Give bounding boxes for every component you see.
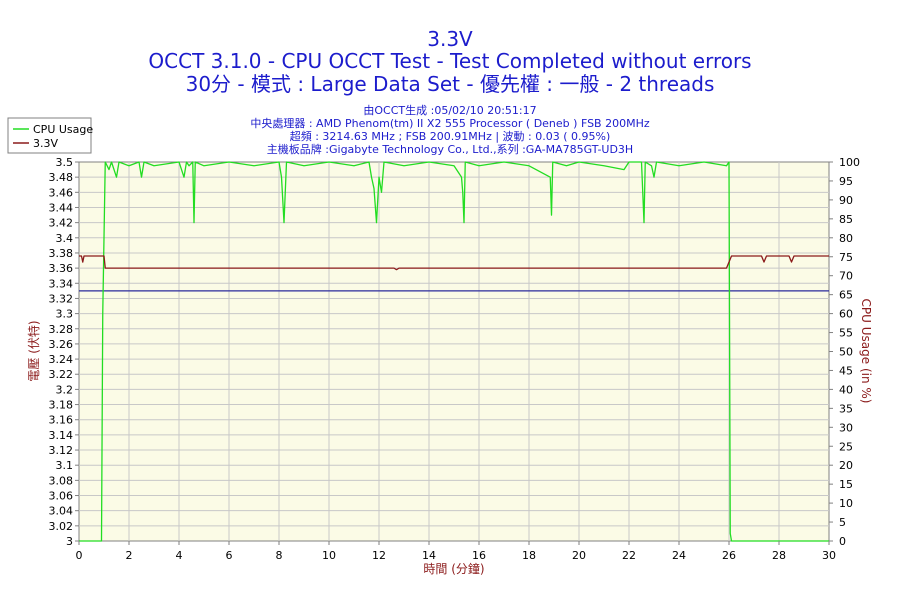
- y-axis-left-ticks: 3 3.02 3.04 3.06 3.08 3.1 3.12 3.14 3.16 3.18 3.2 3…: [49, 156, 79, 548]
- x-axis-label: 時間 (分鐘): [423, 561, 484, 576]
- x-tick-label: 8: [276, 549, 283, 562]
- y-left-tick-label: 3.02: [49, 520, 74, 533]
- series-line-3-3v: [79, 255, 829, 271]
- y-right-tick-label: 80: [839, 232, 853, 245]
- y-right-tick-label: 15: [839, 478, 853, 491]
- x-tick-label: 20: [572, 549, 586, 562]
- chart-subtitle-line-3: 超頻 : 3214.63 MHz ; FSB 200.91MHz | 波動 : …: [290, 129, 611, 143]
- y-left-tick-label: 3.28: [49, 323, 74, 336]
- y-right-tick-label: 25: [839, 440, 853, 453]
- y-right-tick-label: 95: [839, 175, 853, 188]
- y-left-tick-label: 3.1: [56, 459, 74, 472]
- y-right-tick-label: 90: [839, 194, 853, 207]
- y-left-tick-label: 3.26: [49, 338, 74, 351]
- y-left-tick-label: 3.06: [49, 490, 74, 503]
- y-right-tick-label: 10: [839, 497, 853, 510]
- y-left-tick-label: 3: [66, 535, 73, 548]
- x-tick-label: 18: [522, 549, 536, 562]
- x-tick-label: 2: [126, 549, 133, 562]
- y-left-tick-label: 3.34: [49, 277, 74, 290]
- y-right-tick-label: 50: [839, 346, 853, 359]
- y-left-tick-label: 3.36: [49, 262, 74, 275]
- x-tick-label: 6: [226, 549, 233, 562]
- x-tick-label: 28: [772, 549, 786, 562]
- chart-subtitle-line-4: 主機板品牌 :Gigabyte Technology Co., Ltd.,系列 …: [267, 142, 633, 156]
- y-left-tick-label: 3.12: [49, 444, 74, 457]
- y-right-tick-label: 55: [839, 327, 853, 340]
- y-axis-right-label: CPU Usage (in %): [859, 299, 873, 404]
- y-left-tick-label: 3.46: [49, 186, 74, 199]
- y-left-tick-label: 3.2: [56, 383, 74, 396]
- chart-subtitle-line-2: 中央處理器 : AMD Phenom(tm) II X2 555 Process…: [250, 116, 650, 130]
- plot-area: [78, 161, 830, 542]
- y-right-tick-label: 65: [839, 289, 853, 302]
- y-right-tick-label: 85: [839, 213, 853, 226]
- chart-subtitle-line-1: 由OCCT生成 :05/02/10 20:51:17: [363, 103, 536, 117]
- x-tick-label: 12: [372, 549, 386, 562]
- y-right-tick-label: 40: [839, 383, 853, 396]
- y-right-tick-label: 45: [839, 364, 853, 377]
- x-axis-ticks: 0 2 4 6 8 10 12 14 16 18 20 22 24 26 28 30: [76, 541, 836, 562]
- chart-title-line-3: 30分 - 模式 : Large Data Set - 優先權 : 一般 - 2…: [186, 72, 715, 96]
- x-tick-label: 14: [422, 549, 436, 562]
- y-left-tick-label: 3.14: [49, 429, 74, 442]
- chart-title-line-2: OCCT 3.1.0 - CPU OCCT Test - Test Comple…: [148, 49, 751, 73]
- y-axis-left-label: 電壓 (伏特): [26, 320, 41, 381]
- y-left-tick-label: 3.4: [56, 232, 74, 245]
- x-tick-label: 16: [472, 549, 486, 562]
- y-left-tick-label: 3.04: [49, 505, 74, 518]
- y-axis-right-ticks: 0 5 10 15 20 25 30 35 40 45 50 55 60 65 70 75 80 85 90 95 10…: [829, 156, 860, 548]
- x-tick-label: 26: [722, 549, 736, 562]
- x-tick-label: 10: [322, 549, 336, 562]
- y-left-tick-label: 3.38: [49, 247, 74, 260]
- y-right-tick-label: 75: [839, 251, 853, 264]
- legend-label-3v3: 3.3V: [33, 137, 58, 150]
- legend: CPU Usage 3.3V: [7, 117, 93, 154]
- y-right-tick-label: 100: [839, 156, 860, 169]
- y-left-tick-label: 3.3: [56, 308, 74, 321]
- series-line-cpu-usage: [79, 161, 829, 542]
- y-left-tick-label: 3.32: [49, 292, 74, 305]
- y-right-tick-label: 60: [839, 308, 853, 321]
- y-right-tick-label: 5: [839, 516, 846, 529]
- y-left-tick-label: 3.42: [49, 217, 74, 230]
- legend-label-cpu-usage: CPU Usage: [33, 123, 93, 136]
- y-right-tick-label: 70: [839, 270, 853, 283]
- x-tick-label: 24: [672, 549, 686, 562]
- x-tick-label: 30: [822, 549, 836, 562]
- y-left-tick-label: 3.18: [49, 399, 74, 412]
- y-left-tick-label: 3.48: [49, 171, 74, 184]
- y-left-tick-label: 3.5: [56, 156, 74, 169]
- y-left-tick-label: 3.08: [49, 474, 74, 487]
- y-left-tick-label: 3.22: [49, 368, 74, 381]
- x-tick-label: 4: [176, 549, 183, 562]
- x-tick-label: 0: [76, 549, 83, 562]
- y-right-tick-label: 30: [839, 421, 853, 434]
- y-right-tick-label: 35: [839, 402, 853, 415]
- y-left-tick-label: 3.16: [49, 414, 74, 427]
- y-right-tick-label: 0: [839, 535, 846, 548]
- y-left-tick-label: 3.44: [49, 201, 74, 214]
- legend-box: [7, 117, 92, 154]
- y-right-tick-label: 20: [839, 459, 853, 472]
- chart-title: 3.3V: [427, 27, 473, 51]
- series-layer: [79, 161, 829, 542]
- x-tick-label: 22: [622, 549, 636, 562]
- y-left-tick-label: 3.24: [49, 353, 74, 366]
